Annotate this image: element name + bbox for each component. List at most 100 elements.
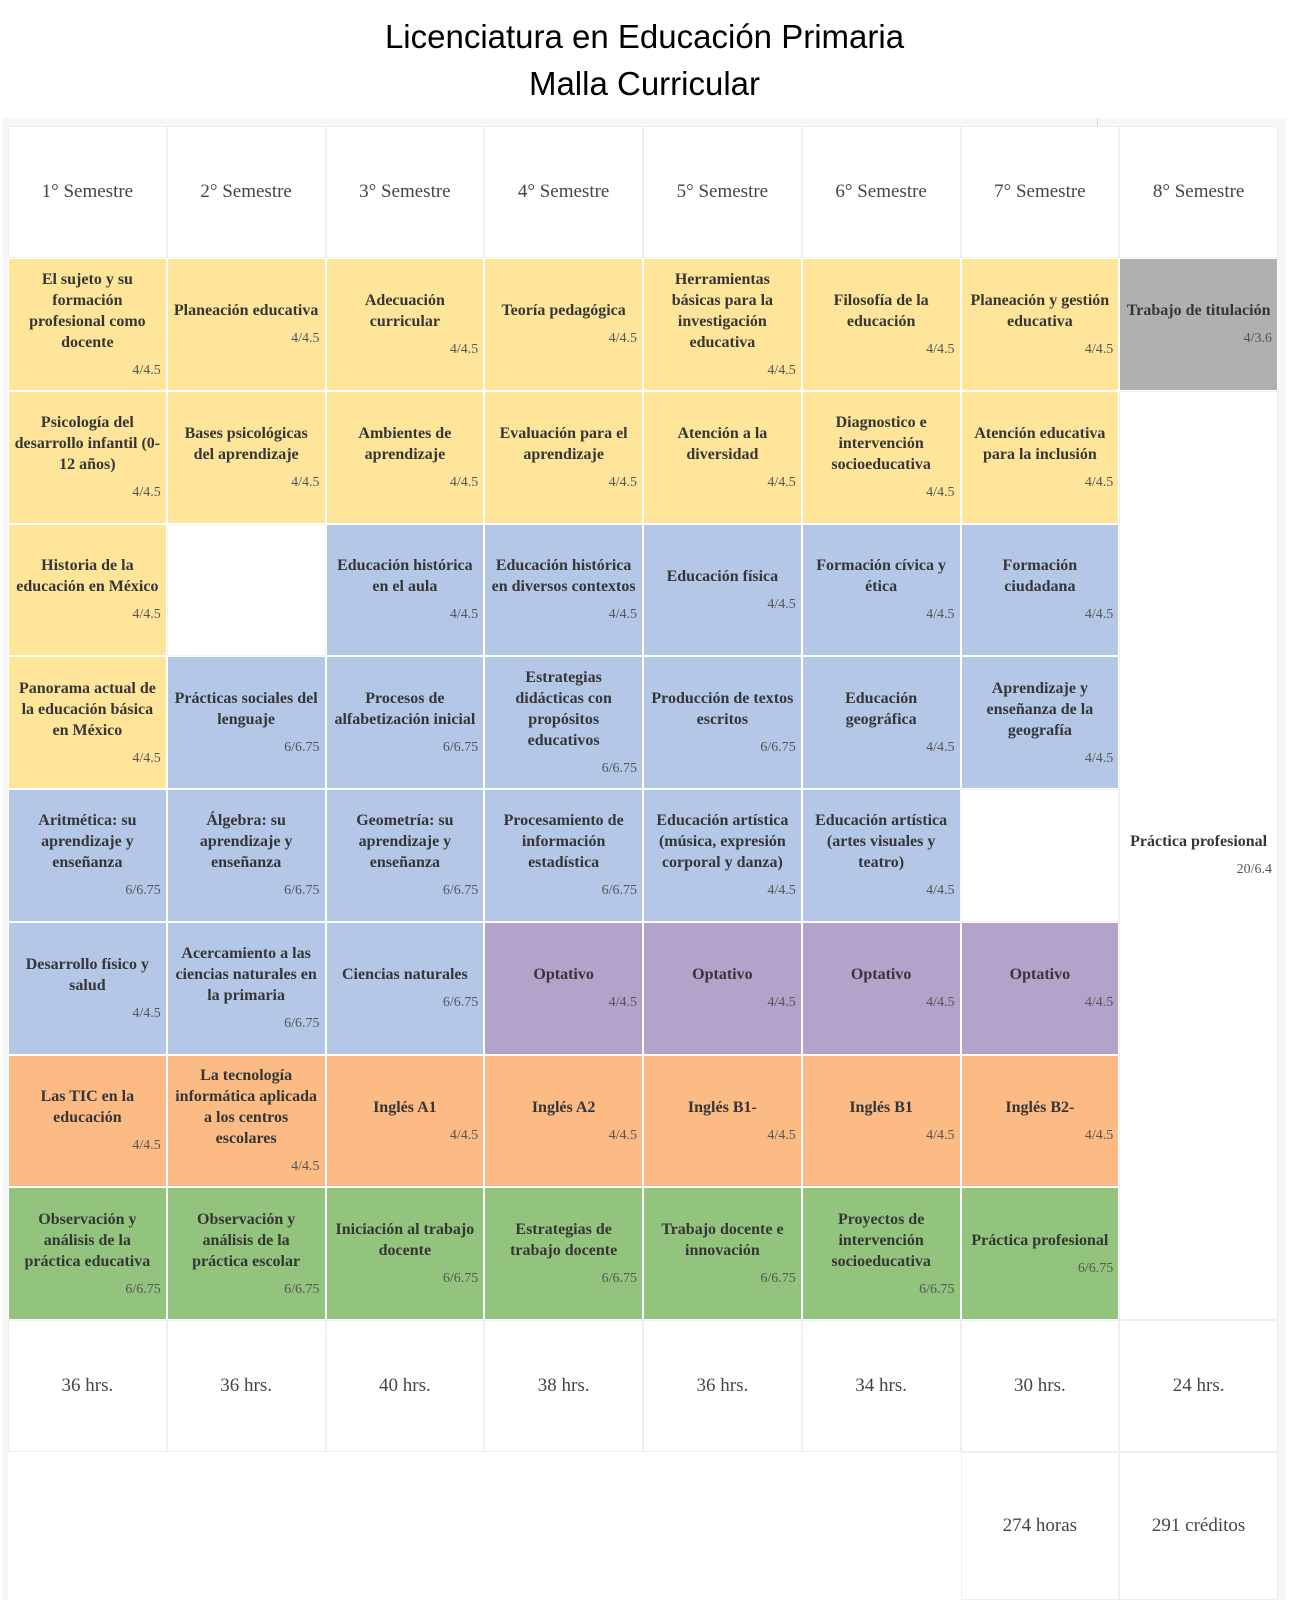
course-credits: 4/4.5 <box>926 740 955 756</box>
course-cell: Historia de la educación en México 4/4.5 <box>8 523 167 657</box>
course-cell: Ambientes de aprendizaje 4/4.5 <box>325 390 485 524</box>
course-credits: 4/4.5 <box>926 607 955 623</box>
course-cell: Educación artística (artes visuales y te… <box>801 789 961 922</box>
course-cell: Procesos de alfabetización inicial 6/6.75 <box>325 656 485 789</box>
course-credits: 4/4.5 <box>608 607 637 623</box>
semester-header-1: 1° Semestre <box>8 126 167 258</box>
course-cell: Ciencias naturales 6/6.75 <box>325 921 485 1055</box>
course-cell: Estrategias didácticas con propósitos ed… <box>484 656 643 789</box>
course-credits: 6/6.75 <box>284 883 320 899</box>
course-name: Filosofía de la educación <box>833 291 929 330</box>
course-name: Estrategias didácticas con propósitos ed… <box>515 669 612 750</box>
course-cell: Formación ciudadana 4/4.5 <box>960 523 1120 657</box>
course-name: Procesos de alfabetización inicial <box>334 690 476 729</box>
course-name: Adecuación curricular <box>364 291 445 330</box>
semester-hours-7: 30 hrs. <box>960 1320 1120 1452</box>
course-cell: Aritmética: su aprendizaje y enseñanza 6/… <box>8 789 167 922</box>
course-cell: Optativo 4/4.5 <box>960 921 1120 1055</box>
course-credits: 4/4.5 <box>767 1127 796 1143</box>
course-cell: Procesamiento de información estadística… <box>484 789 643 922</box>
course-credits: 4/4.5 <box>449 341 479 357</box>
course-cell: Observación y análisis de la práctica ed… <box>8 1187 167 1320</box>
course-name: Educación física <box>666 567 779 585</box>
course-credits: 4/4.5 <box>1084 750 1114 766</box>
course-credits: 6/6.75 <box>601 883 637 899</box>
course-cell: Optativo 4/4.5 <box>643 921 802 1055</box>
course-credits: 4/4.5 <box>608 474 637 490</box>
course-name: Inglés B1- <box>687 1098 757 1116</box>
course-credits: 4/4.5 <box>926 1127 955 1143</box>
course-cell: Álgebra: su aprendizaje y enseñanza 6/6.7… <box>166 789 326 922</box>
course-name: Proyectos de intervención socioeducativa <box>831 1210 931 1270</box>
semester-header-6: 6° Semestre <box>801 126 961 258</box>
course-cell: Adecuación curricular 4/4.5 <box>325 258 485 391</box>
semester-header-3: 3° Semestre <box>325 126 485 258</box>
course-cell: Filosofía de la educación 4/4.5 <box>801 258 961 391</box>
course-credits: 4/4.5 <box>291 331 320 347</box>
course-name: Prácticas sociales del lenguaje <box>174 690 318 729</box>
semester-header-8: 8° Semestre <box>1119 126 1278 258</box>
course-credits: 4/4.5 <box>132 485 161 501</box>
course-credits: 4/4.5 <box>1084 341 1114 357</box>
course-name: Educación artística (artes visuales y te… <box>815 812 948 872</box>
course-cell: Aprendizaje y enseñanza de la geografía 4… <box>960 656 1120 789</box>
course-name: Trabajo de titulación <box>1126 302 1271 320</box>
semester-header-2: 2° Semestre <box>166 126 326 258</box>
document-title: Licenciatura en Educación Primaria Malla… <box>0 13 1289 107</box>
course-credits: 6/6.75 <box>442 883 479 899</box>
course-credits: 4/4.5 <box>132 362 161 378</box>
course-name: Panorama actual de la educación básica e… <box>18 679 156 739</box>
course-credits: 4/4.5 <box>608 995 637 1011</box>
course-credits: 4/4.5 <box>608 331 637 347</box>
course-cell: Práctica profesional 6/6.75 <box>960 1187 1120 1320</box>
course-name: Las TIC en la educación <box>40 1088 135 1127</box>
course-credits: 4/4.5 <box>291 1159 320 1175</box>
course-cell: Atención educativa para la inclusión 4/4.… <box>960 390 1120 524</box>
course-name: Geometría: su aprendizaje y enseñanza <box>356 812 454 872</box>
course-credits: 4/4.5 <box>926 883 955 899</box>
course-credits: 6/6.75 <box>442 1271 479 1287</box>
course-cell: Diagnostico e intervención socioeducativ… <box>801 390 961 524</box>
semester-hours-5: 36 hrs. <box>643 1320 802 1452</box>
course-cell: Geometría: su aprendizaje y enseñanza 6/6… <box>325 789 485 922</box>
course-name: Atención educativa para la inclusión <box>974 424 1106 463</box>
course-cell: Trabajo de titulación 4/3.6 <box>1119 258 1278 391</box>
course-name: El sujeto y su formación profesional com… <box>29 270 146 351</box>
course-cell: Optativo 4/4.5 <box>801 921 961 1055</box>
curriculum-table-frame: 1° Semestre 2° Semestre 3° Semestre 4° Seme… <box>3 118 1286 1600</box>
course-name: Ambientes de aprendizaje <box>358 424 452 463</box>
semester-hours-8: 24 hrs. <box>1119 1320 1278 1452</box>
curriculum-grid: 1° Semestre 2° Semestre 3° Semestre 4° Seme… <box>8 126 1278 1600</box>
course-credits: 6/6.75 <box>601 761 637 777</box>
course-cell: Estrategias de trabajo docente 6/6.75 <box>484 1187 643 1320</box>
course-cell: Práctica profesional 20/6.4 <box>1119 390 1278 1320</box>
course-credits: 4/4.5 <box>1084 995 1114 1011</box>
blank-cell <box>166 1452 326 1600</box>
course-cell: Teoría pedagógica 4/4.5 <box>484 258 643 391</box>
course-cell: Optativo 4/4.5 <box>484 921 643 1055</box>
blank-cell <box>484 1452 643 1600</box>
course-credits: 4/4.5 <box>926 341 955 357</box>
course-cell: Producción de textos escritos 6/6.75 <box>643 656 802 789</box>
course-credits: 4/4.5 <box>608 1127 637 1143</box>
course-name: Observación y análisis de la práctica ed… <box>24 1210 151 1270</box>
course-cell: Planeación y gestión educativa 4/4.5 <box>960 258 1120 391</box>
course-cell: Trabajo docente e innovación 6/6.75 <box>643 1187 802 1320</box>
course-cell: Inglés B1 4/4.5 <box>801 1054 961 1188</box>
semester-hours-4: 38 hrs. <box>484 1320 643 1452</box>
course-cell: Iniciación al trabajo docente 6/6.75 <box>325 1187 485 1320</box>
frame-divider <box>1097 118 1098 126</box>
empty-cell <box>166 523 326 657</box>
course-cell: Educación histórica en diversos contexto… <box>484 523 643 657</box>
course-credits: 4/4.5 <box>767 362 796 378</box>
title-line-subtitle: Malla Curricular <box>528 65 761 102</box>
blank-cell <box>643 1452 802 1600</box>
course-name: Optativo <box>1009 966 1071 984</box>
course-cell: Inglés B2- 4/4.5 <box>960 1054 1120 1188</box>
course-name: Educación geográfica <box>845 690 918 729</box>
blank-cell <box>8 1452 167 1600</box>
course-credits: 6/6.75 <box>125 1281 161 1297</box>
total-hours: 274 horas <box>960 1452 1120 1600</box>
course-name: Herramientas básicas para la investigaci… <box>671 270 774 351</box>
course-name: Educación histórica en el aula <box>337 557 473 596</box>
